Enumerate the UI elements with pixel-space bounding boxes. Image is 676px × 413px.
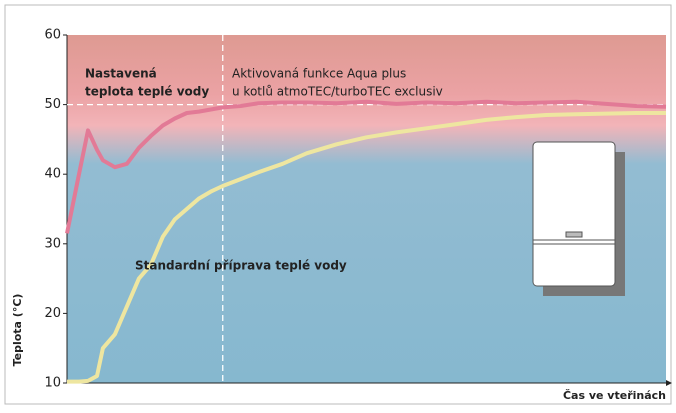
annotation: Nastavená	[85, 67, 157, 81]
annotation: teplota teplé vody	[85, 85, 209, 99]
annotation: Standardní příprava teplé vody	[135, 259, 347, 273]
y-tick-label: 30	[44, 236, 61, 251]
frame	[4, 4, 672, 405]
boiler-icon	[532, 141, 625, 296]
y-tick-label: 60	[44, 28, 61, 43]
annotation: Aktivovaná funkce Aqua plus	[232, 67, 406, 81]
y-tick-label: 50	[44, 97, 61, 112]
series-line	[67, 111, 666, 384]
annotation: u kotlů atmoTEC/turboTEC exclusiv	[232, 85, 443, 99]
series-line	[65, 99, 667, 234]
x-axis-arrow	[666, 380, 672, 386]
x-axis-label: Čas ve vteřinách	[563, 389, 666, 402]
y-axis-label: Teplota (°C)	[11, 294, 24, 367]
y-tick-label: 10	[44, 376, 61, 391]
y-tick-label: 20	[44, 306, 61, 321]
y-tick-label: 40	[44, 167, 61, 182]
